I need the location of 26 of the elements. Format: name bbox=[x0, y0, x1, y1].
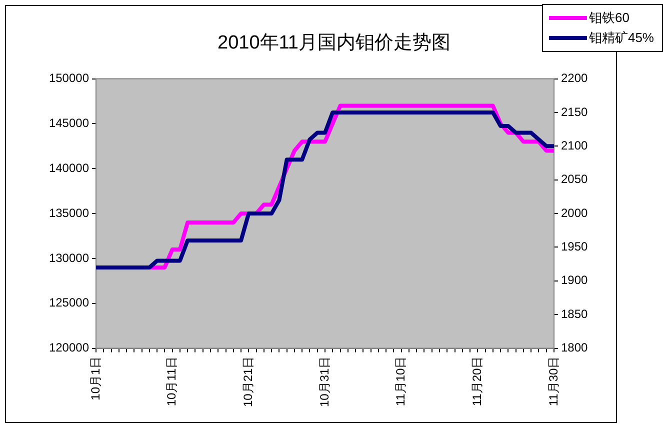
y2-tick-label: 2150 bbox=[561, 104, 588, 119]
x-tick-label: 10月1日 bbox=[88, 356, 102, 400]
y2-tick-label: 2100 bbox=[561, 138, 588, 152]
y-tick-label: 145000 bbox=[48, 116, 90, 130]
y-tick-label: 140000 bbox=[48, 160, 90, 175]
y-tick-label: 135000 bbox=[48, 206, 90, 220]
chart-title: 2010年11月国内钼价走势图 bbox=[218, 32, 450, 54]
y-tick-label: 130000 bbox=[48, 250, 90, 265]
y-tick-label: 150000 bbox=[48, 71, 90, 86]
x-tick-label: 10月31日 bbox=[317, 356, 332, 408]
y-tick-label: 125000 bbox=[48, 296, 90, 310]
legend-label: 钼铁60 bbox=[588, 9, 630, 27]
x-tick-label: 11月10日 bbox=[394, 356, 408, 406]
y2-tick-label: 2050 bbox=[561, 172, 588, 186]
x-tick-label: 11月30日 bbox=[546, 356, 560, 406]
y2-tick-label: 1900 bbox=[561, 273, 588, 288]
y2-tick-label: 2000 bbox=[561, 206, 588, 220]
x-tick-label: 10月21日 bbox=[240, 356, 255, 408]
y2-tick-label: 1800 bbox=[561, 340, 588, 355]
x-tick-label: 10月11日 bbox=[164, 356, 179, 406]
y2-tick-label: 1850 bbox=[561, 306, 588, 321]
y-tick-label: 120000 bbox=[48, 340, 90, 355]
y2-tick-label: 2200 bbox=[561, 71, 588, 86]
legend-label: 钼精矿45% bbox=[588, 29, 654, 47]
x-tick-label: 11月20日 bbox=[470, 356, 484, 406]
y2-tick-label: 1950 bbox=[561, 240, 588, 254]
